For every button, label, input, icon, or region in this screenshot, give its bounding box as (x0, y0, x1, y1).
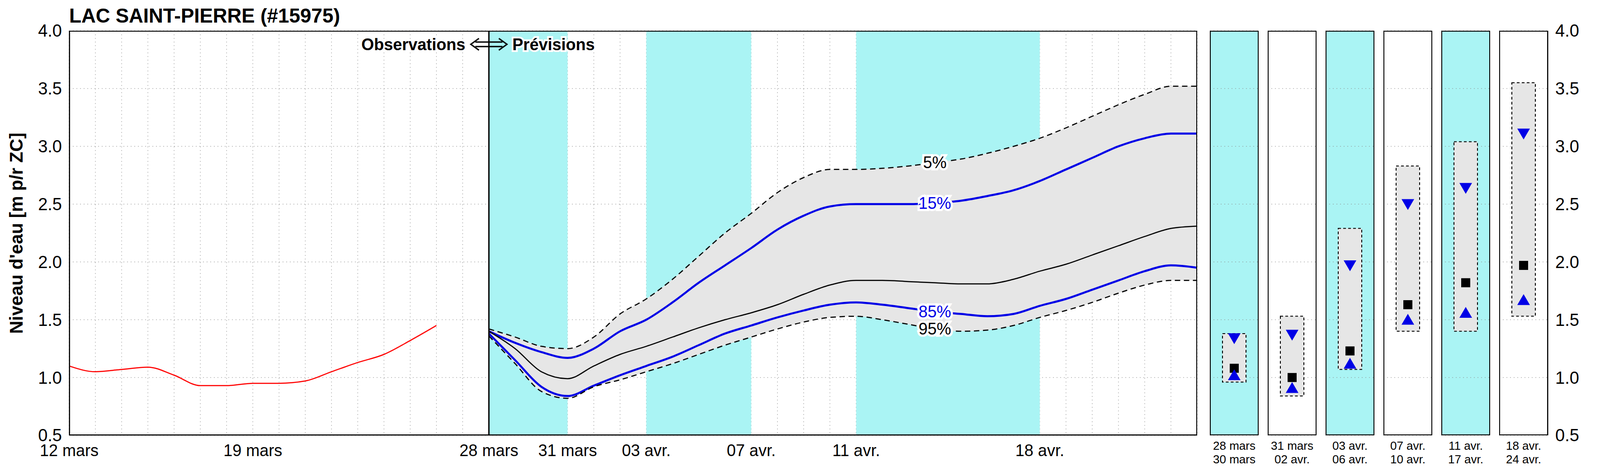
svg-text:18 avr.24 avr.: 18 avr.24 avr. (1505, 438, 1542, 467)
svg-text:0.5: 0.5 (37, 425, 62, 445)
svg-text:85%: 85% (918, 302, 952, 321)
svg-text:1.0: 1.0 (37, 368, 62, 388)
svg-text:12 mars: 12 mars (39, 441, 99, 460)
svg-text:03 avr.: 03 avr. (621, 441, 671, 460)
svg-text:4.0: 4.0 (37, 21, 62, 41)
svg-text:Observations: Observations (361, 35, 466, 54)
svg-text:19 mars: 19 mars (223, 441, 283, 460)
svg-text:2.0: 2.0 (37, 252, 62, 272)
svg-text:2.5: 2.5 (37, 194, 62, 214)
svg-text:11 avr.: 11 avr. (832, 441, 880, 460)
svg-text:03 avr.06 avr.: 03 avr.06 avr. (1332, 438, 1368, 467)
svg-text:11 avr.17 avr.: 11 avr.17 avr. (1448, 438, 1484, 467)
svg-text:5%: 5% (923, 153, 947, 172)
svg-text:18 avr.: 18 avr. (1015, 441, 1065, 460)
svg-text:31 mars: 31 mars (538, 441, 597, 460)
svg-text:1.0: 1.0 (1555, 368, 1580, 388)
svg-text:31 mars02 avr.: 31 mars02 avr. (1270, 438, 1314, 467)
svg-text:0.5: 0.5 (1555, 425, 1580, 445)
html-text:Niveau d'eau [m p/r ZC]: Niveau d'eau [m p/r ZC] (6, 132, 26, 334)
svg-text:95%: 95% (918, 319, 952, 339)
svg-text:2.0: 2.0 (1555, 252, 1580, 272)
svg-text:4.0: 4.0 (1555, 21, 1580, 41)
svg-text:3.0: 3.0 (1555, 136, 1580, 156)
svg-text:1.5: 1.5 (37, 310, 62, 330)
svg-text:2.5: 2.5 (1555, 194, 1580, 214)
svg-text:07 avr.: 07 avr. (726, 441, 776, 460)
svg-text:3.0: 3.0 (37, 136, 62, 156)
svg-text:Prévisions: Prévisions (512, 35, 595, 54)
svg-text:3.5: 3.5 (1555, 79, 1580, 99)
svg-text:15%: 15% (918, 193, 952, 213)
svg-text:3.5: 3.5 (37, 79, 62, 99)
html-text:LAC SAINT-PIERRE (#15975): LAC SAINT-PIERRE (#15975) (69, 4, 341, 27)
svg-text:07 avr.10 avr.: 07 avr.10 avr. (1390, 438, 1426, 467)
svg-text:28 mars: 28 mars (459, 441, 519, 460)
svg-text:28 mars30 mars: 28 mars30 mars (1212, 438, 1256, 467)
svg-text:1.5: 1.5 (1555, 310, 1580, 330)
